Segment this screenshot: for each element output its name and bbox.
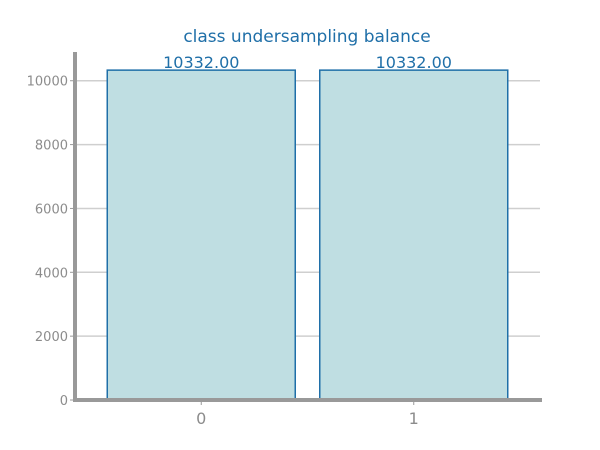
- y-tick-label: 10000: [27, 75, 68, 90]
- chart-title: class undersampling balance: [183, 27, 430, 47]
- data-labels: 10332.00 10332.00: [163, 53, 452, 72]
- y-tick-label: 4000: [35, 266, 68, 281]
- y-tick-label: 8000: [35, 139, 68, 154]
- y-tick-labels: 0 2000 4000 6000 8000 10000: [27, 75, 68, 409]
- y-tick-label: 6000: [35, 202, 68, 217]
- axes-group: [70, 52, 542, 405]
- x-tick-label: 0: [196, 409, 206, 428]
- y-tick-label: 2000: [35, 330, 68, 345]
- bar-1: [319, 69, 509, 401]
- data-label: 10332.00: [376, 53, 452, 72]
- bar-0: [106, 69, 296, 401]
- y-tick-label: 0: [60, 394, 68, 409]
- bars-group: [106, 69, 509, 401]
- x-tick-label: 1: [409, 409, 419, 428]
- data-label: 10332.00: [163, 53, 239, 72]
